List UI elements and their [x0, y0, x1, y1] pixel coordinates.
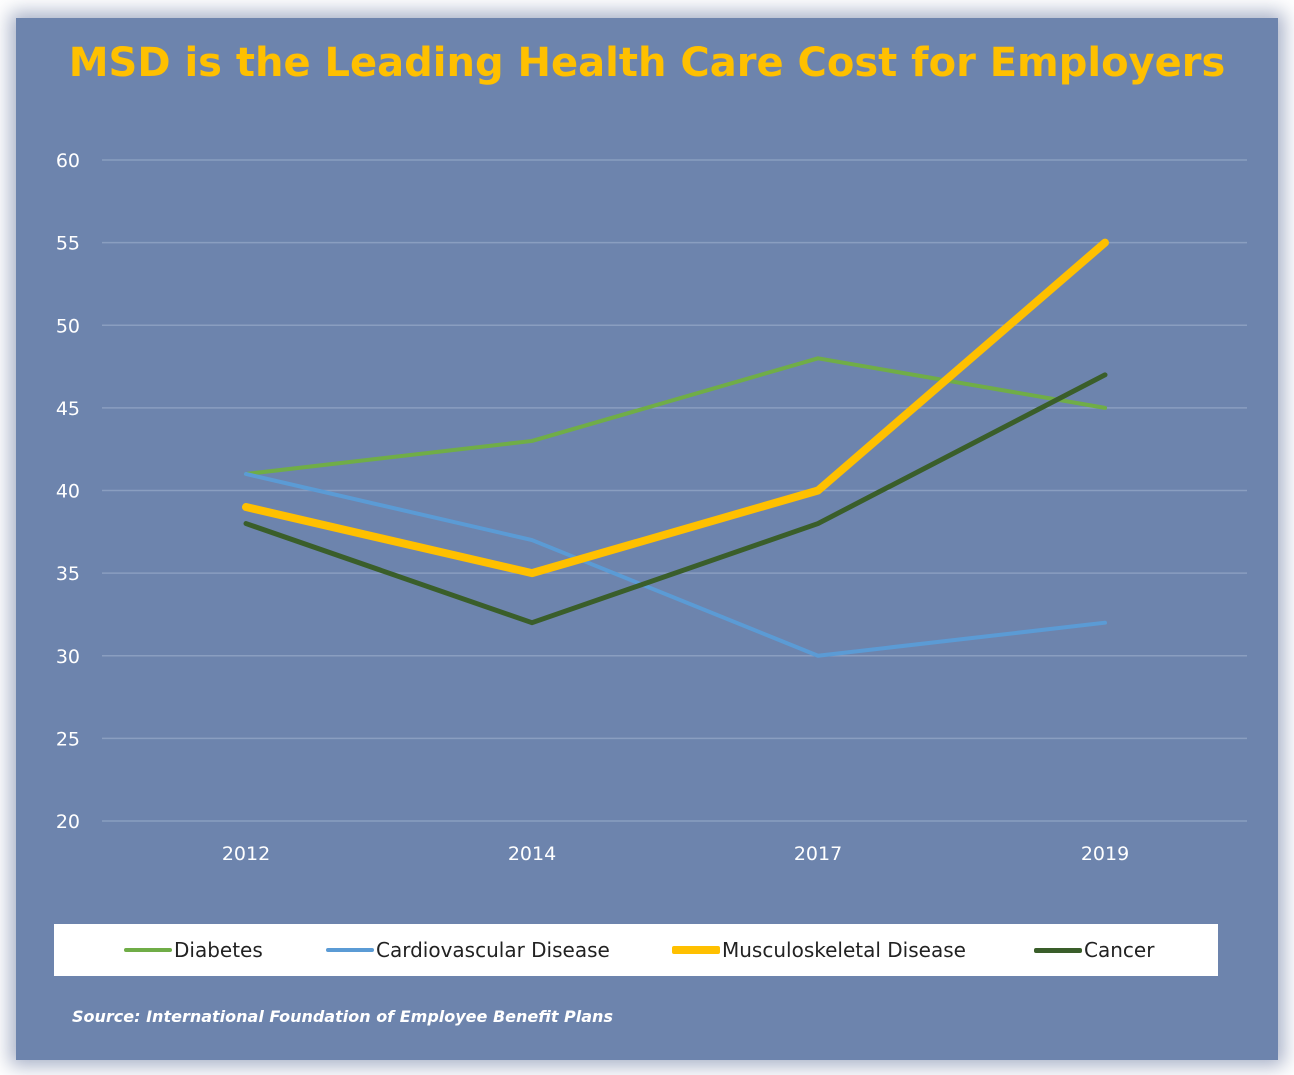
legend: Diabetes Cardiovascular Disease Musculos…: [54, 924, 1218, 976]
series-line-musculoskeletal-disease: [242, 238, 1109, 578]
legend-label-musculoskeletal: Musculoskeletal Disease: [722, 938, 966, 962]
y-tick-label: 25: [56, 728, 80, 750]
series-line-cancer: [243, 372, 1108, 626]
y-tick-label: 55: [56, 233, 80, 255]
y-tick-label: 30: [56, 646, 80, 668]
chart-title: MSD is the Leading Health Care Cost for …: [68, 40, 1226, 86]
legend-swatch-diabetes: [124, 948, 172, 952]
source-note: Source: International Foundation of Empl…: [72, 1007, 613, 1026]
x-tick-label: 2017: [794, 843, 842, 865]
series-line-diabetes: [244, 356, 1107, 476]
legend-label-cardiovascular: Cardiovascular Disease: [376, 938, 610, 962]
legend-item-musculoskeletal: Musculoskeletal Disease: [672, 924, 966, 976]
y-axis-ticks: 60 55 50 45 40 35 30 25 20: [56, 150, 80, 833]
y-tick-label: 60: [56, 150, 80, 172]
legend-item-cardiovascular: Cardiovascular Disease: [326, 924, 610, 976]
legend-swatch-cardiovascular: [326, 948, 374, 952]
x-tick-label: 2014: [508, 843, 556, 865]
series-lines: [242, 238, 1109, 658]
legend-label-diabetes: Diabetes: [174, 938, 263, 962]
y-tick-label: 20: [56, 811, 80, 833]
series-line-cardiovascular-disease: [244, 471, 1107, 658]
x-axis-ticks: 2012 2014 2017 2019: [222, 843, 1129, 865]
legend-swatch-musculoskeletal: [672, 946, 720, 954]
legend-swatch-cancer: [1034, 947, 1082, 953]
x-tick-label: 2019: [1081, 843, 1129, 865]
y-tick-label: 50: [56, 315, 80, 337]
y-tick-label: 45: [56, 398, 80, 420]
legend-item-cancer: Cancer: [1034, 924, 1154, 976]
legend-label-cancer: Cancer: [1084, 938, 1155, 962]
y-tick-label: 40: [56, 481, 80, 503]
gridlines: [102, 159, 1247, 822]
x-tick-label: 2012: [222, 843, 270, 865]
legend-item-diabetes: Diabetes: [124, 924, 263, 976]
y-tick-label: 35: [56, 563, 80, 585]
